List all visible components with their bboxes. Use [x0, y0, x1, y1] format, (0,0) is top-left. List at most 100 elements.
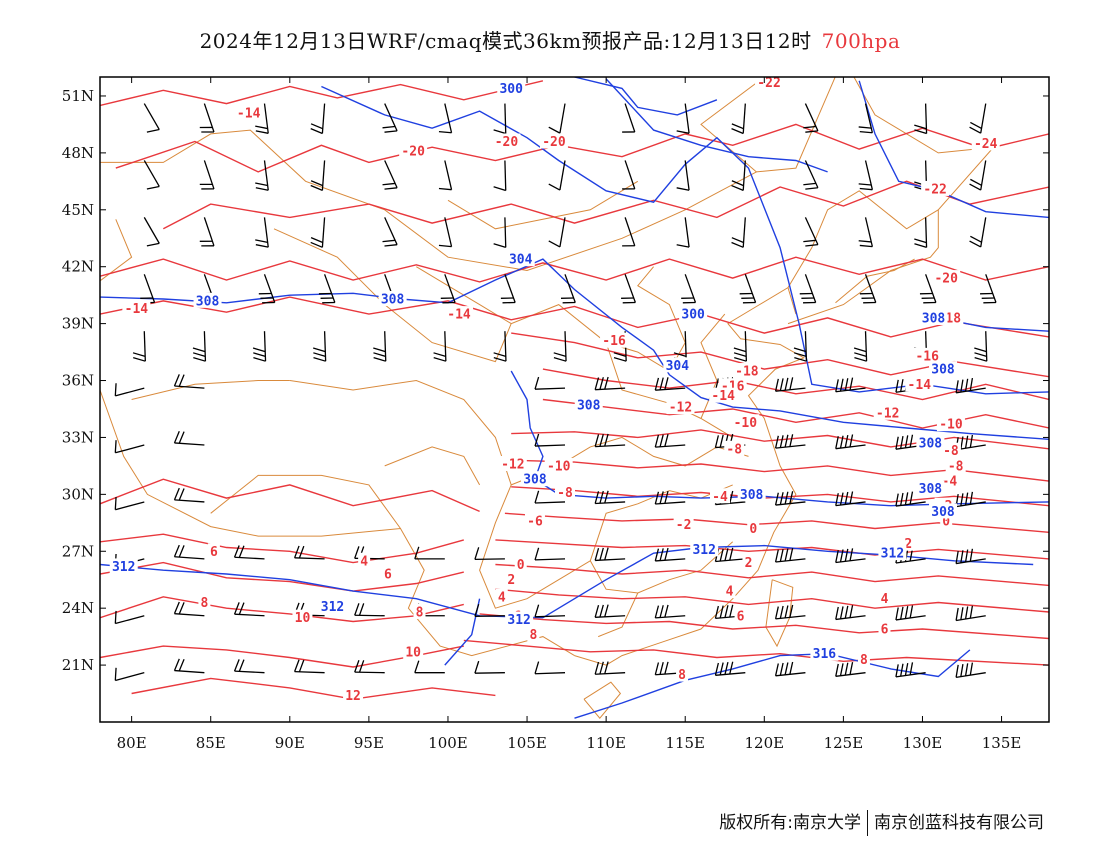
lon-tick-label: 105E	[507, 734, 547, 752]
wind-barb-feather	[849, 662, 854, 675]
wind-barb	[255, 103, 269, 134]
geopotential-label-bg	[929, 503, 958, 519]
wind-barb-feather	[964, 663, 969, 676]
wind-barb-feather	[839, 549, 844, 563]
wind-barb-feather	[964, 549, 969, 563]
wind-barb-feather	[849, 491, 854, 504]
wind-barb-feather	[433, 352, 446, 358]
wind-barb-staff	[143, 217, 160, 244]
wind-barb-feather	[784, 491, 789, 505]
wind-barb-feather	[974, 347, 987, 353]
wind-barb	[714, 547, 746, 563]
lat-tick-label: 33N	[62, 428, 94, 446]
wind-barb-feather	[664, 547, 669, 561]
wind-barb-feather	[354, 546, 360, 559]
wind-barb-staff	[535, 558, 566, 561]
wind-barb-feather	[599, 604, 604, 618]
temperature-label: -10	[547, 459, 571, 474]
wind-barb-staff	[980, 160, 987, 191]
wind-barb-feather	[534, 547, 540, 561]
wind-barb-feather	[960, 379, 964, 393]
lat-tick-label: 42N	[62, 258, 94, 276]
wind-barb-feather	[955, 550, 959, 564]
temperature-label-bg	[234, 105, 263, 121]
wind-barb-feather	[414, 546, 420, 560]
temperature-label-bg	[403, 643, 424, 659]
wind-barb-feather	[731, 241, 744, 248]
wind-barb-feather	[904, 662, 909, 676]
wind-barb-feather	[789, 547, 794, 561]
wind-barb-feather	[654, 491, 660, 505]
geopotential-label-bg	[574, 397, 603, 413]
wind-barb	[731, 160, 746, 191]
wind-barb	[414, 660, 445, 674]
wind-barb-layer	[114, 103, 997, 682]
wind-barb-feather	[733, 352, 747, 358]
wind-barb-staff	[174, 442, 205, 446]
wind-barb-feather	[298, 659, 305, 673]
wind-barb-feather	[724, 662, 729, 675]
geopotential-label: 312	[112, 560, 135, 575]
wind-barb-feather	[493, 186, 506, 192]
wind-barb-feather	[133, 356, 146, 362]
wind-barb-feather	[729, 661, 734, 675]
wind-barb-staff	[321, 160, 326, 191]
wind-barb	[895, 662, 926, 678]
wind-barb-feather	[904, 492, 909, 505]
wind-barb-feather	[382, 182, 396, 186]
geopotential-contour	[321, 85, 1049, 395]
wind-barb-feather	[835, 493, 839, 506]
lon-tick-label: 100E	[428, 734, 468, 752]
wind-barb-feather	[659, 662, 664, 675]
wind-barb	[143, 103, 160, 133]
wind-barb-feather	[534, 604, 540, 617]
wind-barb-feather	[173, 601, 180, 614]
temperature-label: -16	[915, 349, 939, 364]
wind-barb	[114, 667, 145, 682]
wind-barb-feather	[714, 662, 720, 676]
wind-barb-feather	[969, 662, 974, 676]
wind-barb	[438, 160, 453, 191]
wind-barb-feather	[964, 378, 969, 392]
temperature-label-bg	[600, 332, 629, 348]
wind-barb-feather	[805, 187, 818, 190]
temperature-label-bg	[413, 603, 426, 619]
wind-barb-feather	[493, 356, 507, 362]
wind-barb-feather	[534, 661, 540, 674]
wind-barb	[835, 662, 866, 677]
wind-barb-feather	[438, 187, 452, 191]
temperature-label: -6	[527, 514, 543, 529]
wind-barb-feather	[900, 379, 904, 392]
wind-barb	[914, 217, 928, 248]
temperature-contour	[463, 639, 1049, 666]
wind-barb-feather	[534, 376, 540, 390]
wind-barb-feather	[858, 126, 872, 129]
wind-barb	[433, 331, 447, 362]
wind-barb	[199, 103, 215, 133]
wind-barb-feather	[310, 237, 324, 244]
wind-barb	[714, 661, 746, 676]
wind-barb	[560, 274, 576, 304]
wind-barb	[654, 377, 686, 391]
temperature-contour	[100, 533, 464, 564]
wind-barb	[114, 383, 145, 397]
wind-barb-feather	[294, 545, 300, 559]
wind-barb-feather	[255, 244, 269, 248]
wind-barb-feather	[604, 376, 609, 390]
wind-barb-feather	[724, 605, 729, 618]
wind-barb-feather	[354, 603, 360, 616]
temperature-label-bg	[936, 416, 965, 432]
temperature-label-bg	[122, 300, 151, 316]
temperature-contour	[542, 368, 1049, 401]
wind-barb-staff	[624, 217, 636, 246]
wind-barb	[255, 217, 269, 248]
temperature-label-bg	[445, 306, 474, 322]
wind-barb-feather	[895, 607, 899, 621]
wind-barb-feather	[253, 356, 266, 362]
wind-barb-feather	[358, 603, 365, 616]
lat-tick-label: 36N	[62, 372, 94, 390]
wind-barb-feather	[969, 377, 974, 391]
temperature-label-bg	[676, 666, 689, 682]
wind-barb	[534, 547, 566, 561]
wind-barb-feather	[178, 488, 185, 501]
